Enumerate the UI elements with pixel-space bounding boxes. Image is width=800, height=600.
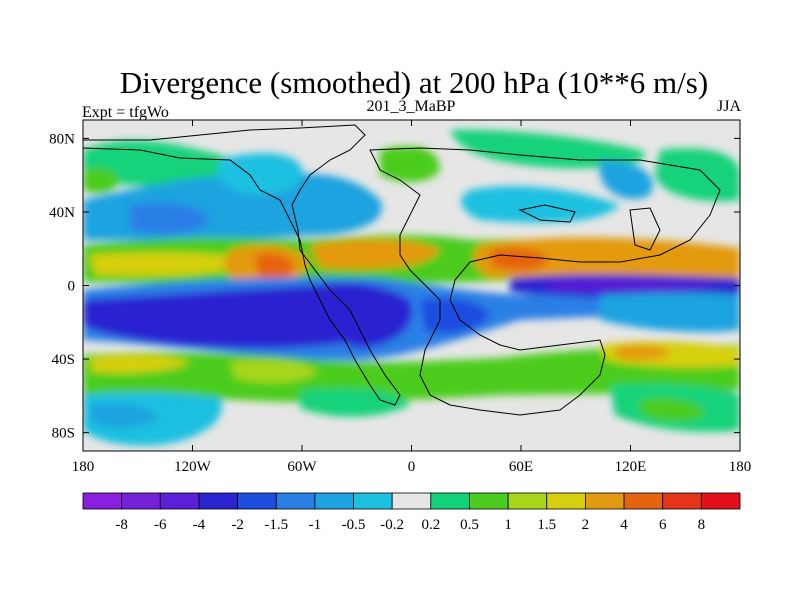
x-tick-label: 120E (615, 459, 647, 475)
colorbar-label: 0.5 (460, 517, 479, 533)
colorbar-swatch (121, 492, 161, 510)
indo-pacific-negative (600, 292, 740, 332)
colorbar-swatch (585, 492, 625, 510)
colorbar-label: 6 (659, 517, 667, 533)
colorbar-swatch (507, 492, 548, 510)
central-america-divergence-core (255, 253, 294, 280)
canada-negative (217, 153, 303, 195)
arctic-pacific-positive-patch (83, 140, 247, 188)
europe-positive-patch (380, 146, 440, 182)
colorbar-swatch (237, 492, 277, 510)
x-tick-label: 60E (509, 459, 533, 475)
north-pacific-divergence (90, 252, 250, 277)
indian-monsoon-divergence (473, 237, 740, 278)
field-layer (83, 120, 740, 451)
colorbar-swatch (198, 492, 238, 510)
south-america-convergence (300, 283, 413, 348)
colorbar-label: -2 (231, 517, 244, 533)
y-tick-label: 80S (52, 426, 75, 442)
colorbar-label: -0.2 (380, 517, 404, 533)
colorbar-label: -4 (193, 517, 206, 533)
y-tick-label: 0 (68, 279, 76, 295)
antarctic-atlantic-positive (300, 388, 410, 417)
colorbar-label: 1.5 (537, 517, 556, 533)
colorbar: -8 -6 -4 -2 -1.5 -1 -0.5 -0.2 0.2 0.5 1 1.5 2 4 6 8 (82, 492, 741, 533)
colorbar-swatch (623, 492, 664, 510)
x-tick-label: 120W (174, 459, 212, 475)
colorbar-label: 8 (698, 517, 706, 533)
run-label: 201_3_MaBP (367, 98, 456, 115)
contour-fill (83, 129, 740, 446)
central-asia-negative (461, 185, 620, 223)
colorbar-swatch (546, 492, 586, 510)
colorbar-label: 0.2 (421, 517, 440, 533)
x-tick-label: 0 (408, 459, 416, 475)
south-indian-divergence-core (615, 344, 670, 361)
colorbar-label: -0.5 (342, 517, 366, 533)
coastlines (83, 124, 721, 416)
colorbar-label: -6 (154, 517, 167, 533)
x-tick-label: 60W (287, 459, 317, 475)
season-label: JJA (717, 98, 741, 115)
colorbar-swatch (275, 492, 316, 510)
x-tick-label: 180 (729, 459, 752, 475)
antarctic-pacific-negative-core (90, 403, 160, 428)
colorbar-label: 4 (620, 517, 628, 533)
colorbar-swatch (82, 492, 123, 510)
african-monsoon-divergence (310, 238, 440, 270)
south-pacific-divergence-2 (230, 359, 318, 383)
y-tick-label: 80N (49, 131, 75, 147)
experiment-label: Expt = tfgWo (82, 104, 169, 121)
x-axis-ticks: 180 120W 60W 0 60E 120E 180 (72, 120, 752, 475)
colorbar-label: 1 (504, 517, 512, 533)
colorbar-label: -1.5 (264, 517, 288, 533)
east-asia-negative (600, 160, 653, 199)
y-tick-label: 40S (52, 352, 75, 368)
colorbar-label: -1 (309, 517, 322, 533)
colorbar-swatch (700, 492, 741, 510)
antarctic-indian-positive-core (640, 398, 705, 422)
chart-title: Divergence (smoothed) at 200 hPa (10**6 … (120, 65, 708, 100)
colorbar-swatch (662, 492, 702, 510)
colorbar-swatch (430, 492, 470, 510)
southern-ocean-divergence-band (83, 345, 740, 403)
colorbar-label: 2 (582, 517, 590, 533)
northeast-pacific-positive (655, 148, 740, 202)
south-pacific-divergence (90, 354, 190, 374)
colorbar-swatch (314, 492, 354, 510)
indian-monsoon-divergence-core (490, 248, 548, 271)
arctic-asia-positive-patch (450, 129, 646, 169)
colorbar-label: -8 (115, 517, 128, 533)
equatorial-indian-convergence-core (545, 279, 720, 292)
eurasia-africa-outline (369, 147, 721, 416)
colorbar-swatch (353, 492, 393, 510)
americas-outline (83, 124, 401, 406)
x-tick-label: 180 (72, 459, 95, 475)
caspian-outline (518, 204, 576, 223)
east-asia-coast-outline (629, 207, 661, 251)
arctic-pacific-core (83, 168, 119, 194)
colorbar-swatch (469, 492, 509, 510)
colorbar-swatch (391, 492, 432, 510)
colorbar-swatch (159, 492, 200, 510)
y-tick-label: 40N (49, 205, 75, 221)
north-pacific-negative-core (130, 203, 210, 235)
y-axis-ticks: 80N 40N 0 40S 80S (49, 131, 740, 442)
